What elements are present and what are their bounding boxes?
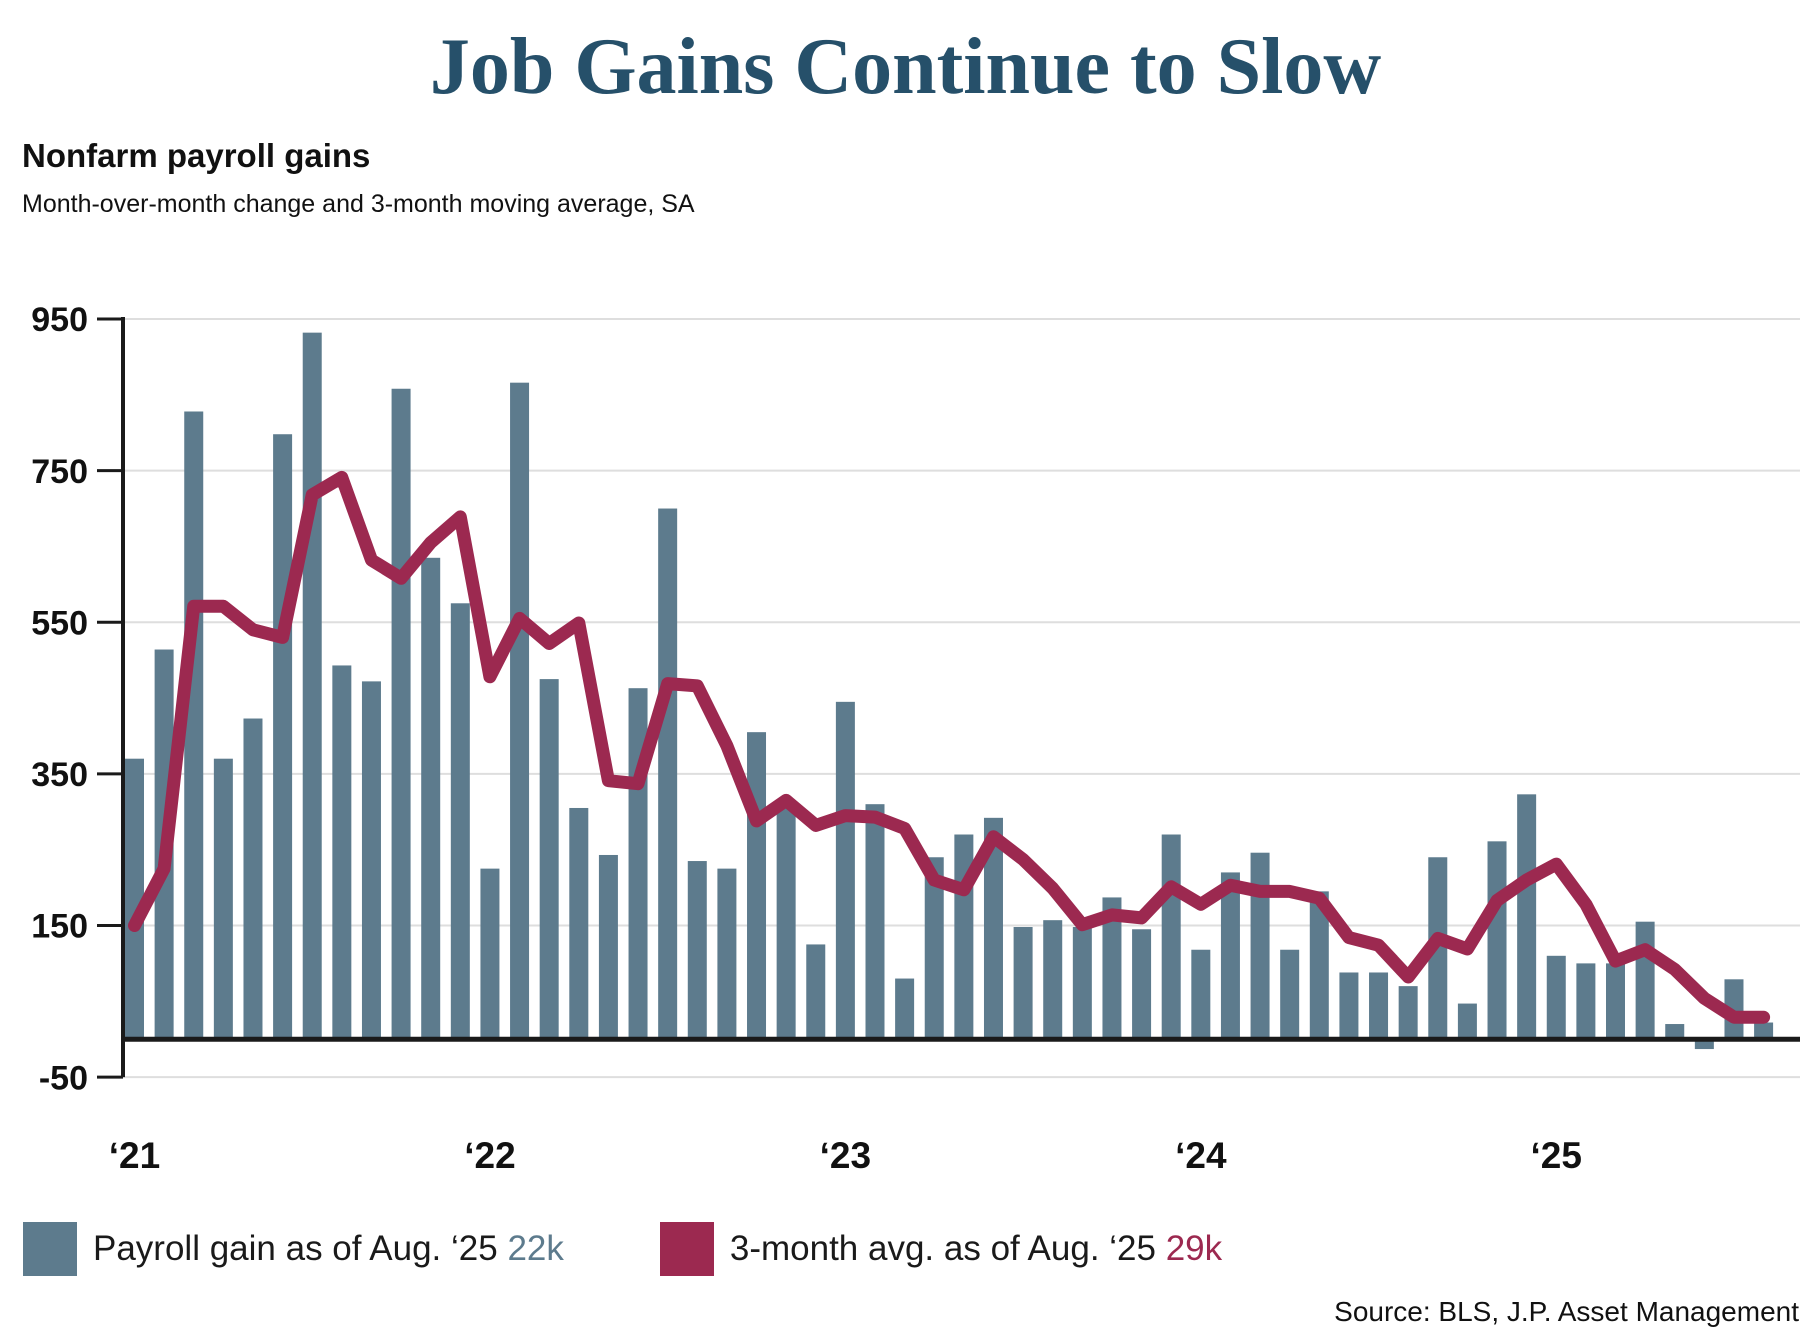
y-tick-label-150: 150 xyxy=(31,908,88,946)
bar-2023-01 xyxy=(835,701,855,1040)
legend-item-line: 3-month avg. as of Aug. ‘25 29k xyxy=(659,1222,1223,1276)
bar-2025-05 xyxy=(1665,1024,1685,1040)
bar-2022-04 xyxy=(569,807,589,1040)
bar-2025-06 xyxy=(1694,1039,1714,1050)
bar-2024-08 xyxy=(1398,986,1418,1040)
bar-2023-06 xyxy=(983,817,1003,1040)
x-tick-label-22: ‘22 xyxy=(464,1135,515,1176)
bar-2021-07 xyxy=(302,332,322,1040)
bar-2022-03 xyxy=(539,679,559,1040)
bar-2023-07 xyxy=(1013,926,1033,1040)
chart-legend: Payroll gain as of Aug. ‘25 22k 3-month … xyxy=(23,1222,1222,1276)
legend-bars-value: 22k xyxy=(507,1229,564,1268)
bar-2022-02 xyxy=(510,382,530,1040)
bar-2025-01 xyxy=(1546,955,1566,1040)
x-axis: ‘21 ‘22 ‘23 ‘24 ‘25 xyxy=(109,1135,1582,1176)
bar-2022-10 xyxy=(747,732,767,1040)
bar-2024-03 xyxy=(1250,852,1270,1040)
bar-2024-10 xyxy=(1457,1003,1477,1040)
bar-series xyxy=(125,332,1774,1050)
bar-2022-01 xyxy=(480,868,500,1040)
bar-2021-09 xyxy=(361,681,381,1040)
x-tick-label-23: ‘23 xyxy=(820,1135,871,1176)
bar-2022-07 xyxy=(658,508,678,1040)
bar-2025-03 xyxy=(1606,963,1625,1040)
bar-2023-10 xyxy=(1102,897,1122,1040)
bar-2022-09 xyxy=(717,868,737,1040)
bar-2024-05 xyxy=(1309,891,1329,1040)
legend-line-value: 29k xyxy=(1165,1229,1223,1268)
moving-average-line xyxy=(128,470,1771,1024)
x-tick-label-21: ‘21 xyxy=(109,1135,160,1176)
bar-2024-04 xyxy=(1280,949,1300,1040)
bar-2021-04 xyxy=(213,758,233,1040)
legend-item-bars: Payroll gain as of Aug. ‘25 22k xyxy=(23,1222,564,1276)
chart-subtitle: Nonfarm payroll gains xyxy=(22,137,371,174)
y-tick-label-750: 750 xyxy=(31,453,88,491)
y-tick-label-950: 950 xyxy=(31,301,88,339)
bar-2021-05 xyxy=(243,718,263,1040)
bar-2021-11 xyxy=(421,557,441,1040)
bar-2021-08 xyxy=(332,665,352,1040)
bar-2025-07 xyxy=(1724,979,1744,1040)
bar-2021-10 xyxy=(391,388,411,1040)
y-tick-label-550: 550 xyxy=(31,604,88,642)
bar-2024-11 xyxy=(1487,841,1507,1040)
bar-2023-09 xyxy=(1072,926,1092,1040)
bar-2023-04 xyxy=(924,857,944,1040)
legend-bars-label: Payroll gain as of Aug. ‘25 22k xyxy=(93,1229,564,1268)
y-tick-label--50: -50 xyxy=(39,1059,88,1097)
bar-2021-12 xyxy=(450,603,470,1040)
bar-2023-12 xyxy=(1161,834,1181,1040)
bar-2024-12 xyxy=(1517,794,1537,1040)
bar-series-swatch xyxy=(23,1222,77,1276)
bar-2022-05 xyxy=(598,854,618,1040)
bar-2021-03 xyxy=(184,411,204,1040)
page-title: Job Gains Continue to Slow xyxy=(429,23,1382,111)
x-tick-label-25: ‘25 xyxy=(1531,1135,1582,1176)
bar-2022-12 xyxy=(806,944,826,1040)
bar-2022-11 xyxy=(776,800,796,1040)
legend-line-label: 3-month avg. as of Aug. ‘25 29k xyxy=(729,1229,1223,1268)
bar-2025-04 xyxy=(1635,921,1655,1040)
line-series-swatch xyxy=(659,1222,714,1276)
y-axis: 950 750 550 350 150 -50 xyxy=(31,301,125,1097)
bar-2023-11 xyxy=(1132,929,1152,1040)
bar-2024-06 xyxy=(1339,972,1359,1040)
bar-2021-06 xyxy=(273,434,293,1040)
bar-2024-07 xyxy=(1369,972,1389,1040)
bar-2022-08 xyxy=(687,861,707,1040)
bar-2023-02 xyxy=(865,804,885,1040)
bar-2023-08 xyxy=(1043,920,1063,1040)
bar-2024-02 xyxy=(1220,872,1240,1040)
bar-2024-01 xyxy=(1191,949,1211,1040)
bar-2025-08 xyxy=(1754,1022,1774,1040)
source-attribution: Source: BLS, J.P. Asset Management xyxy=(1334,1296,1799,1327)
bar-2025-02 xyxy=(1576,963,1596,1040)
y-tick-label-350: 350 xyxy=(31,756,88,794)
chart-description: Month-over-month change and 3-month movi… xyxy=(22,190,695,218)
bar-2021-01 xyxy=(125,758,144,1040)
bar-2023-03 xyxy=(895,978,915,1040)
x-tick-label-24: ‘24 xyxy=(1175,1135,1227,1176)
